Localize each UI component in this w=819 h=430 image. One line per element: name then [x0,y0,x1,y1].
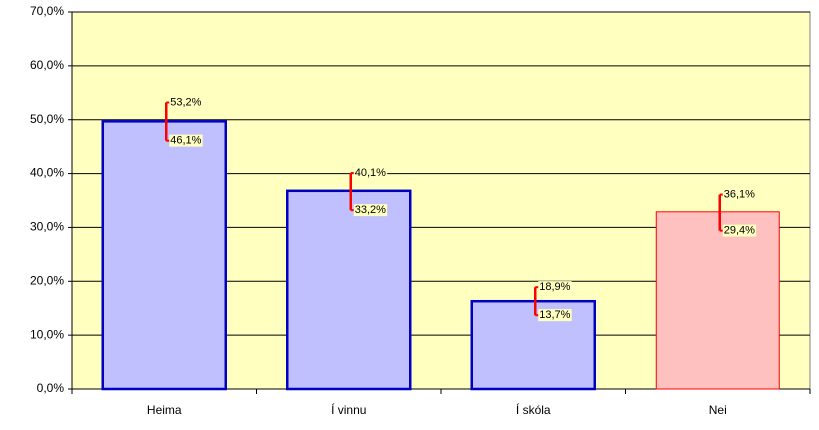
error-label-bg [722,224,757,237]
error-label-bg [353,204,388,217]
error-label: 33,2% [355,204,386,216]
y-tick-label: 10,0% [30,327,64,341]
x-tick-label: Í skóla [516,402,551,417]
bar [286,189,412,391]
error-label-bg [722,188,757,201]
bar [655,211,780,390]
error-label-bg [538,281,572,294]
y-tick-label: 40,0% [30,166,64,180]
y-tick-label: 50,0% [30,112,64,126]
x-tick-label: Nei [709,403,727,417]
y-tick-label: 30,0% [30,220,64,234]
error-label-bg [169,134,203,147]
error-label: 36,1% [724,188,755,200]
y-tick-label: 0,0% [37,381,65,395]
error-label: 18,9% [539,281,570,293]
error-label: 29,4% [724,225,755,237]
error-label-bg [353,166,388,179]
y-tick-label: 20,0% [30,273,64,287]
y-tick-label: 70,0% [30,4,64,18]
error-label: 53,2% [170,96,201,108]
error-label: 13,7% [539,309,570,321]
x-tick-label: Heima [147,403,182,417]
x-tick-label: Í vinnu [331,402,366,417]
y-tick-label: 60,0% [30,58,64,72]
error-label: 46,1% [170,135,201,147]
bar [101,120,227,391]
error-label-bg [538,309,572,322]
error-label-bg [169,96,203,109]
error-label: 40,1% [355,167,386,179]
bar [470,299,596,391]
